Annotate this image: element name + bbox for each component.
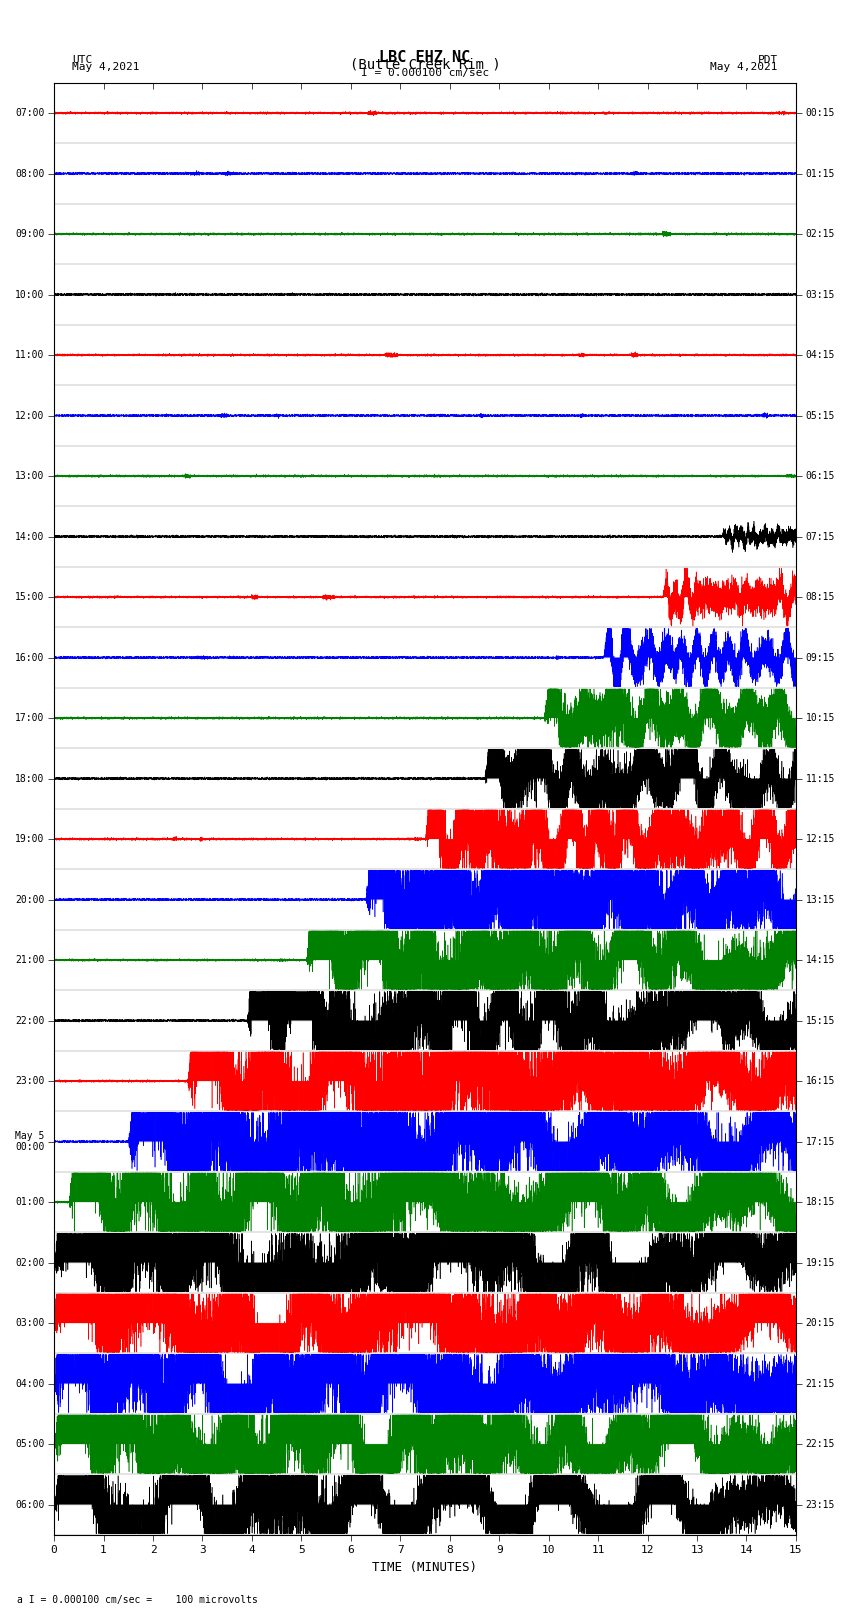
Text: I = 0.000100 cm/sec: I = 0.000100 cm/sec	[361, 68, 489, 77]
Text: UTC: UTC	[72, 55, 93, 65]
X-axis label: TIME (MINUTES): TIME (MINUTES)	[372, 1561, 478, 1574]
Text: LBC EHZ NC: LBC EHZ NC	[379, 50, 471, 65]
Text: May 4,2021: May 4,2021	[72, 61, 139, 71]
Text: (Butte Creek Rim ): (Butte Creek Rim )	[349, 58, 501, 71]
Text: a I = 0.000100 cm/sec =    100 microvolts: a I = 0.000100 cm/sec = 100 microvolts	[17, 1595, 258, 1605]
Text: May 4,2021: May 4,2021	[711, 61, 778, 71]
Text: PDT: PDT	[757, 55, 778, 65]
